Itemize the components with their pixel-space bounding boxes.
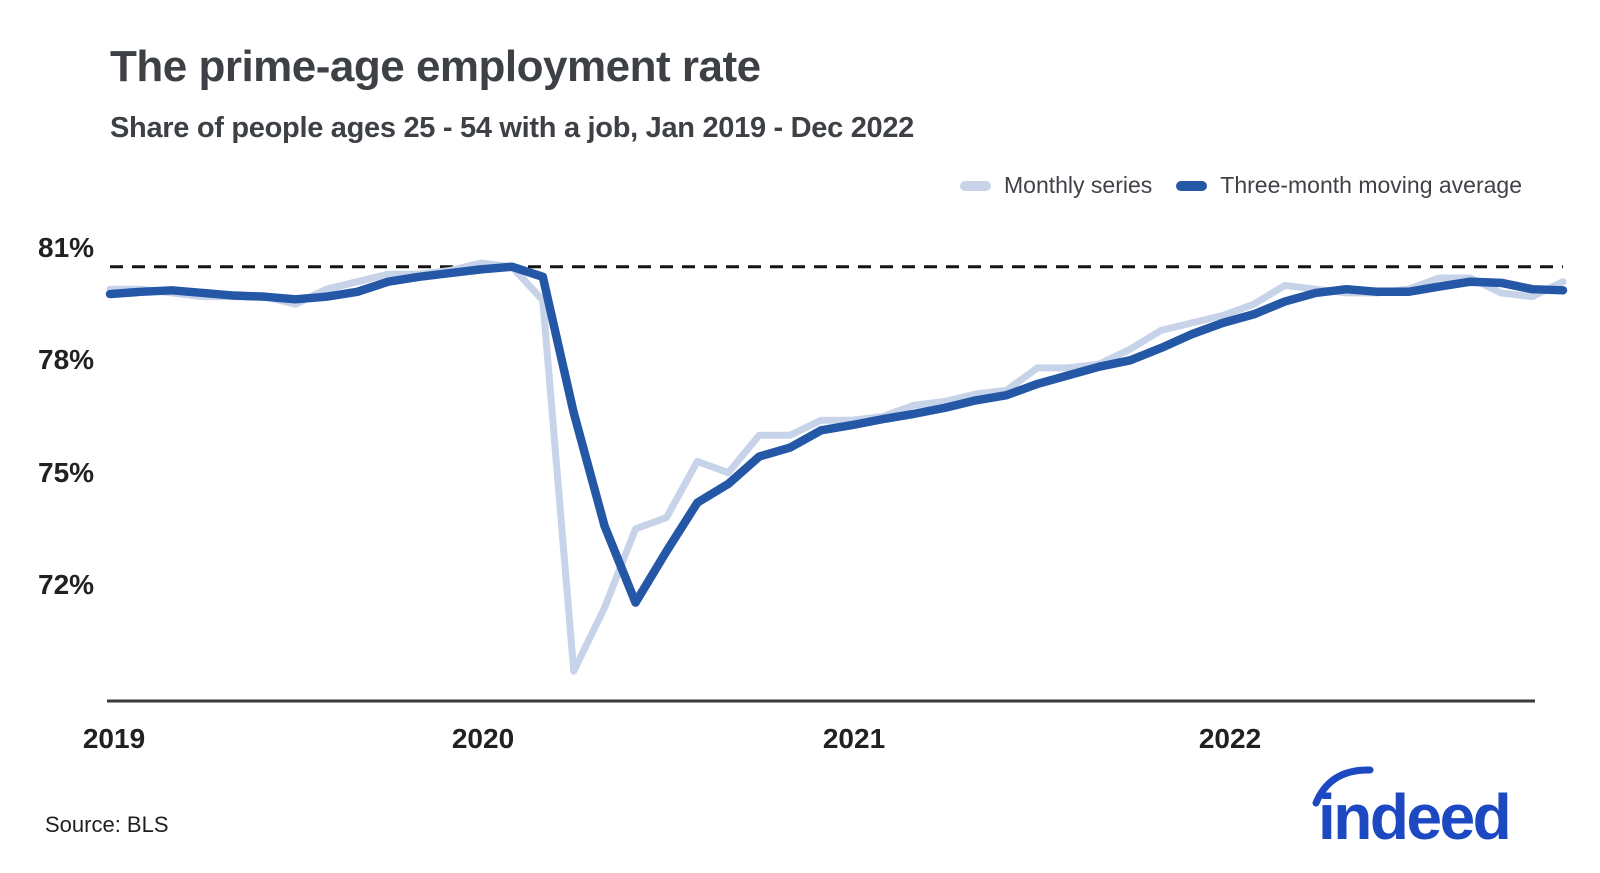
legend-label-moving-average: Three-month moving average	[1220, 172, 1522, 198]
chart-subtitle: Share of people ages 25 - 54 with a job,…	[110, 112, 915, 144]
legend-swatch-monthly-icon	[960, 180, 991, 191]
xtick-2019: 2019	[82, 723, 146, 754]
series-line-monthly	[106, 259, 1567, 675]
legend-item-moving-average: Three-month moving average	[1176, 172, 1522, 199]
indeed-logo: indeed	[1312, 766, 1512, 853]
series-line-moving-average	[105, 262, 1568, 607]
legend-swatch-moving-average-icon	[1176, 180, 1208, 191]
ytick-72: 72%	[38, 569, 95, 600]
legend-label-monthly: Monthly series	[1004, 172, 1153, 198]
xtick-2020: 2020	[451, 723, 515, 754]
page-title: The prime-age employment rate	[110, 42, 761, 91]
ytick-81: 81%	[38, 232, 95, 263]
legend: Monthly series Three-month moving averag…	[960, 172, 1522, 199]
xtick-2022: 2022	[1198, 723, 1262, 754]
ytick-78: 78%	[38, 344, 95, 375]
indeed-logo-swoosh-icon	[1312, 766, 1374, 807]
indeed-logo-wordmark: indeed	[1318, 781, 1509, 853]
legend-item-monthly: Monthly series	[960, 172, 1152, 199]
ytick-75: 75%	[38, 457, 95, 488]
source-note: Source: BLS	[45, 812, 169, 837]
xtick-2021: 2021	[822, 723, 886, 754]
